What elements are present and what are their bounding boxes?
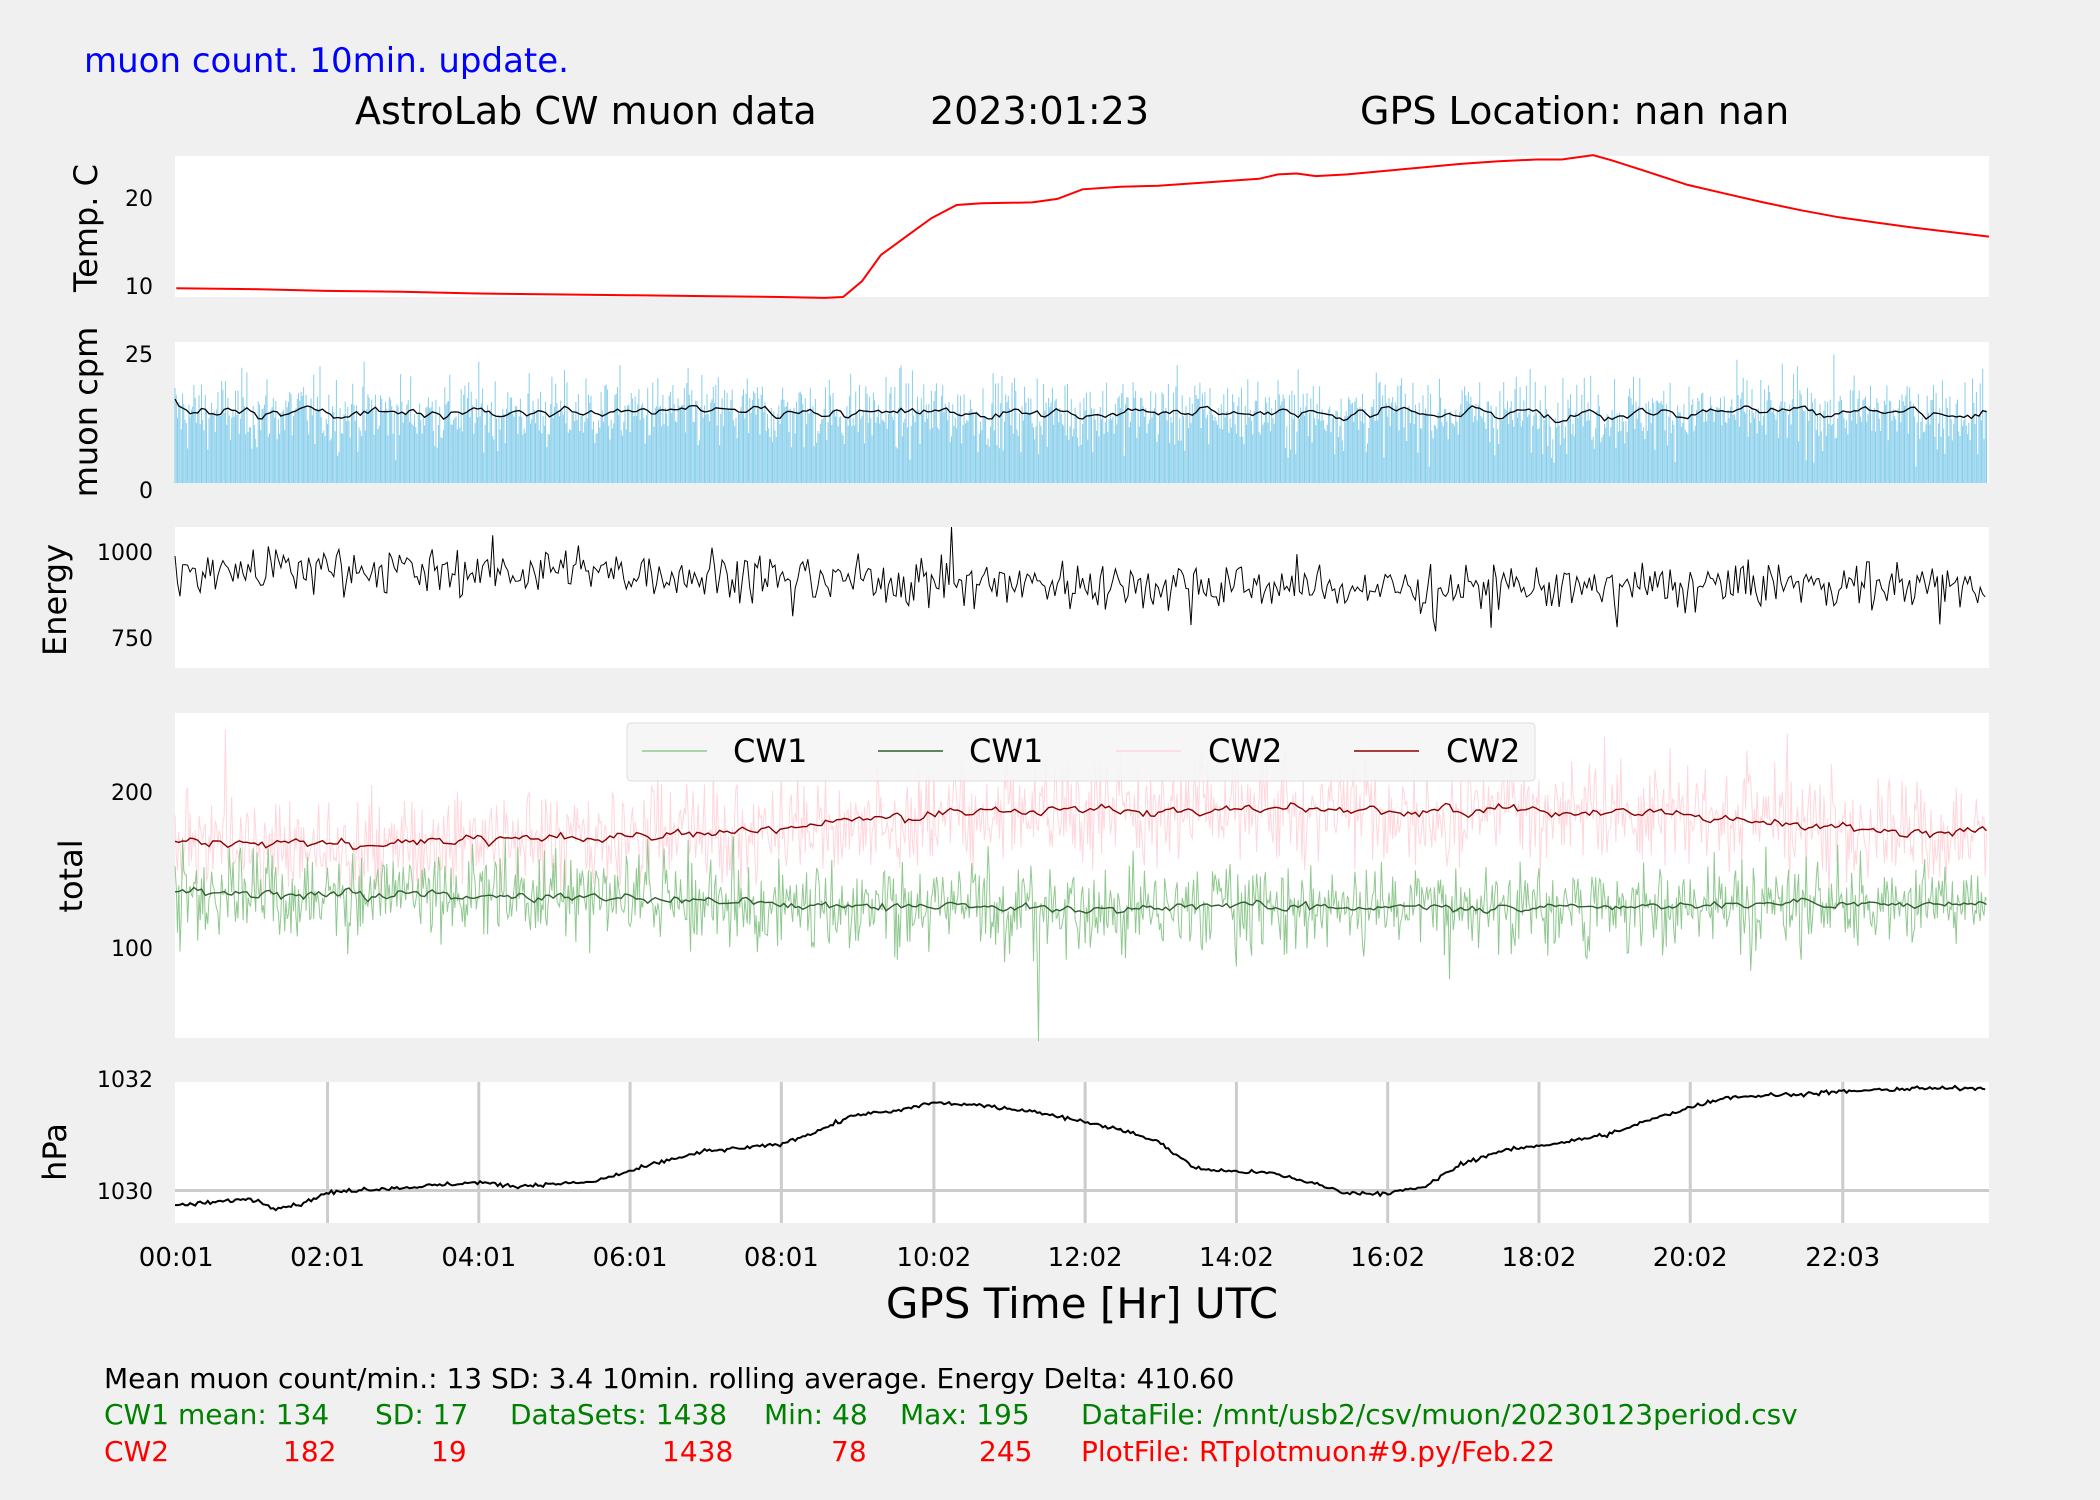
legend-cw1-avg-label: CW1 [969,732,1043,770]
energy-plot-area [175,527,1989,668]
time-tick-label: 22:03 [1805,1243,1880,1273]
cw1-max: Max: 195 [900,1398,1030,1431]
cw2-sd: 19 [431,1435,467,1468]
temperature-line [176,154,1990,299]
muon-ytick-25: 25 [125,343,153,368]
pressure-grid [175,1082,1989,1223]
press-ytick-1032: 1032 [97,1068,153,1093]
stats-footer: Mean muon count/min.: 13 SD: 3.4 10min. … [104,1362,1798,1468]
figure-date: 2023:01:23 [930,89,1149,133]
cw1-mean: CW1 mean: 134 [104,1398,329,1431]
time-axis-label: GPS Time [Hr] UTC [886,1279,1278,1328]
muon-count-bars [174,354,1987,483]
cw2-label: CW2 [104,1435,169,1468]
plotfile-name: PlotFile: RTplotmuon#9.py/Feb.22 [1081,1435,1555,1468]
gps-location: GPS Location: nan nan [1360,89,1789,133]
pressure-plot-area [175,1082,1989,1223]
cw1-average-line [174,886,1987,915]
temp-ylabel: Temp. C [67,164,105,293]
muon-count-bar-marks [174,354,1987,483]
press-ytick-1030: 1030 [97,1180,153,1205]
time-tick-label: 08:01 [744,1243,819,1273]
legend-cw2-raw-label: CW2 [1208,732,1282,770]
time-tick-label: 12:02 [1048,1243,1123,1273]
temp-ytick-20: 20 [125,187,153,212]
cw1-sd: SD: 17 [375,1398,468,1431]
muon-stats-line: Mean muon count/min.: 13 SD: 3.4 10min. … [104,1362,1234,1395]
time-tick-label: 00:01 [139,1243,214,1273]
total-ylabel: total [52,839,90,912]
cw2-raw-line [174,729,1987,896]
time-axis-ticks: 00:01 02:01 04:01 06:01 08:01 10:02 12:02 14:02… [139,1243,1880,1273]
cw1-min: Min: 48 [764,1398,868,1431]
temp-ytick-10: 10 [125,275,153,300]
energy-panel: 1000 750 Energy [36,526,1989,668]
datafile-path: DataFile: /mnt/usb2/csv/muon/20230123per… [1081,1398,1798,1431]
muon-cpm-panel: 25 0 muon cpm [67,327,1989,504]
temperature-panel: 10 20 Temp. C [67,154,1990,300]
update-note: muon count. 10min. update. [84,41,569,81]
time-tick-label: 02:01 [290,1243,365,1273]
energy-ytick-750: 750 [111,627,153,652]
legend-cw1-raw-label: CW1 [733,732,807,770]
figure-title: AstroLab CW muon data [355,89,817,133]
total-legend: CW1 CW1 CW2 CW2 [626,722,1536,782]
total-ytick-100: 100 [111,937,153,962]
muon-rolling-average-line [174,398,1987,424]
time-tick-label: 14:02 [1199,1243,1274,1273]
energy-ylabel: Energy [36,544,74,656]
time-tick-label: 18:02 [1501,1243,1576,1273]
muon-ylabel: muon cpm [67,327,105,498]
cw2-datasets: 1438 [662,1435,733,1468]
time-tick-label: 10:02 [896,1243,971,1273]
cw2-average-line [174,802,1988,850]
cw2-max: 245 [979,1435,1032,1468]
legend-cw2-avg-label: CW2 [1446,732,1520,770]
temperature-plot-area [175,156,1989,297]
cw2-mean: 182 [283,1435,336,1468]
pressure-panel: 1032 1030 hPa 00:01 02:01 04:01 06:01 08:01 1… [36,1068,1989,1328]
time-tick-label: 06:01 [593,1243,668,1273]
total-ytick-200: 200 [111,781,153,806]
total-panel: 200 100 total CW1 CW1 CW2 CW2 [52,713,1989,1042]
time-tick-label: 04:01 [441,1243,516,1273]
pressure-ylabel: hPa [36,1123,74,1181]
cw2-min: 78 [831,1435,867,1468]
pressure-line [175,1084,1986,1212]
muon-ytick-0: 0 [139,479,153,504]
cw1-datasets: DataSets: 1438 [510,1398,727,1431]
cw1-raw-line [174,836,1987,1042]
legend-box [626,722,1536,782]
energy-line [174,526,1986,632]
time-tick-label: 16:02 [1350,1243,1425,1273]
energy-ytick-1000: 1000 [97,541,153,566]
time-tick-label: 20:02 [1653,1243,1728,1273]
